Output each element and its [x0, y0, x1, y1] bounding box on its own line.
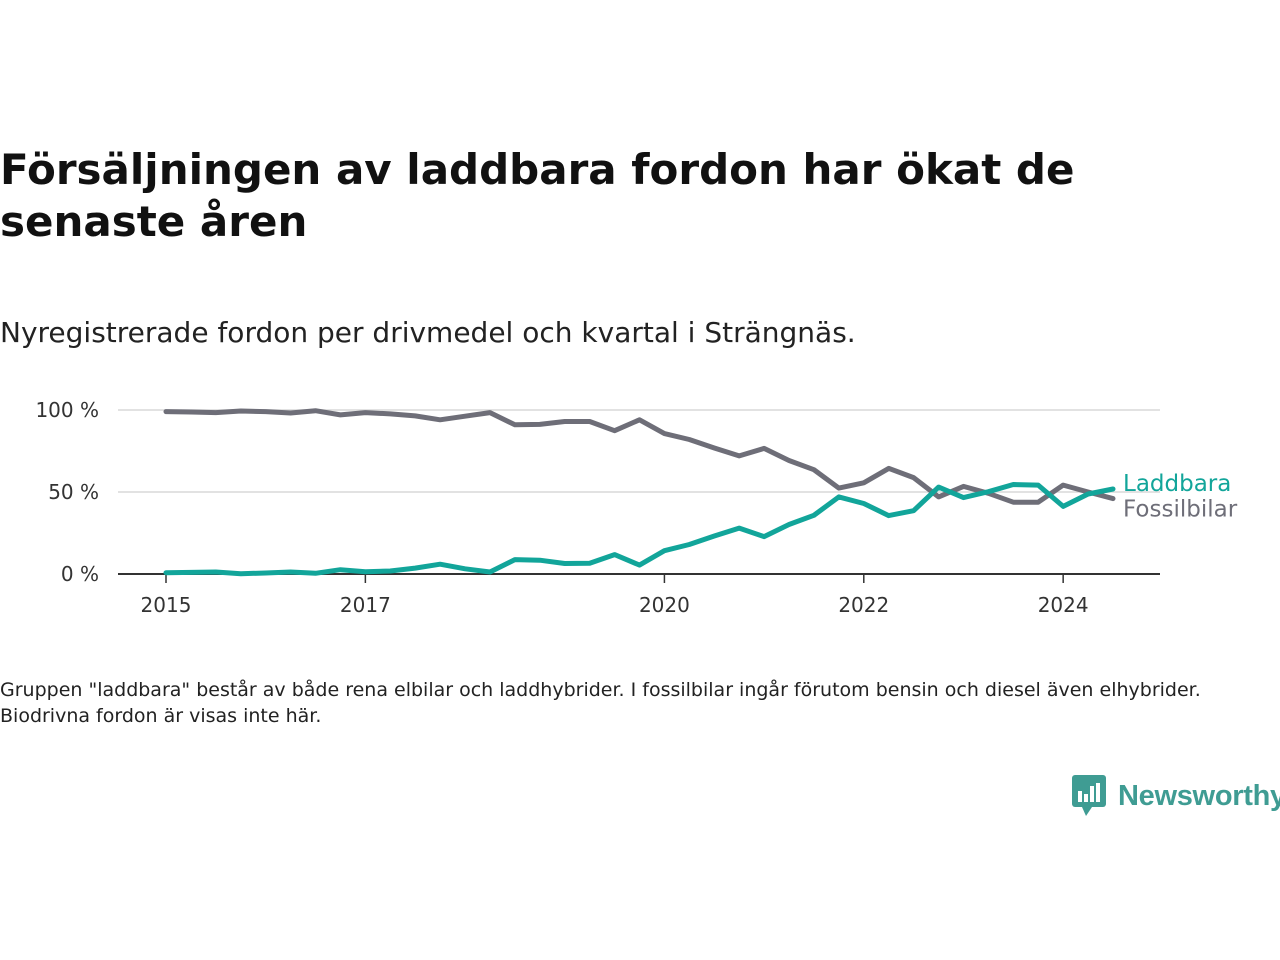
y-axis-ticks: 0 % 50 % 100 %	[35, 398, 99, 586]
chart-subtitle: Nyregistrerade fordon per drivmedel och …	[0, 316, 856, 349]
x-tick-label: 2022	[838, 593, 889, 617]
series-line-laddbara	[163, 482, 1116, 577]
chart-title: Försäljningen av laddbara fordon har öka…	[0, 145, 1075, 246]
series-line-fossilbilar	[163, 408, 1116, 505]
footnote: Gruppen "laddbara" består av både rena e…	[0, 679, 1201, 727]
newsworthy-logo[interactable]: Newsworthy	[1072, 774, 1280, 818]
y-tick-label: 100 %	[35, 398, 99, 422]
line-chart: 0 % 50 % 100 % 2015 2017 2020 2022 2024 Fossil…	[35, 398, 1238, 617]
brand-name: Newsworthy	[1118, 779, 1280, 812]
y-tick-label: 50 %	[48, 480, 99, 504]
x-tick-label: 2017	[340, 593, 391, 617]
series-label-fossilbilar: Fossilbilar	[1123, 497, 1238, 523]
x-tick-label: 2015	[141, 593, 192, 617]
bar-chart-speech-bubble-icon	[1072, 775, 1106, 816]
series-lines	[163, 408, 1116, 577]
grid-lines	[118, 409, 1160, 575]
x-tick-label: 2020	[639, 593, 690, 617]
x-tick-label: 2024	[1038, 593, 1089, 617]
x-axis-ticks: 2015 2017 2020 2022 2024	[141, 574, 1089, 617]
y-tick-label: 0 %	[61, 562, 99, 586]
series-label-laddbara: Laddbara	[1123, 471, 1231, 497]
